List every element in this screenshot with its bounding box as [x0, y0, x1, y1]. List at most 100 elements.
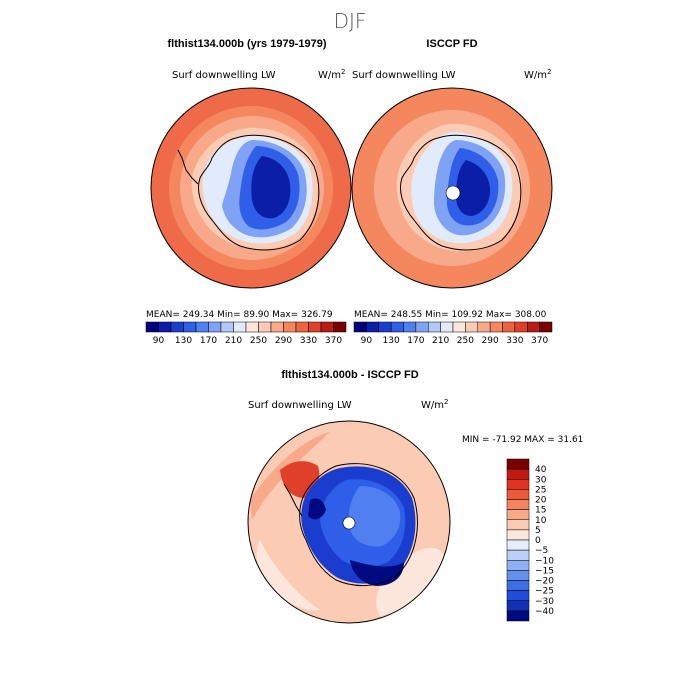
panel-2-map-border: [351, 87, 553, 289]
panel-3-colorbar-tick-label: −30: [535, 597, 554, 607]
panel-1-colorbar-swatch: [245, 321, 259, 333]
panel-2-colorbar-tick-label: 90: [361, 336, 373, 346]
panel-1-colorbar-swatch: [195, 321, 209, 333]
panel-2-colorbar-tick-label: 170: [407, 336, 424, 346]
panel-1-colorbar-tick-label: 130: [175, 336, 192, 346]
panel-3-colorbar-swatch: [506, 590, 530, 601]
panel-1-colorbar-swatch: [170, 321, 184, 333]
panel-1-colorbar-swatch: [320, 321, 334, 333]
panel-1-units: W/m2: [318, 68, 345, 81]
panel-3-colorbar-tick-label: 15: [535, 506, 546, 516]
panel-3-colorbar-swatch: [506, 489, 530, 500]
panel-1-map: [151, 88, 351, 288]
panel-1-colorbar-swatch: [270, 321, 284, 333]
panel-3-colorbar-swatch: [506, 468, 530, 480]
panel-2-colorbar-tick-label: 130: [383, 336, 400, 346]
panel-3-colorbar-tick-label: −15: [535, 566, 554, 576]
panel-1-colorbar: 90 130 170 210 250 290 330 370: [145, 321, 347, 346]
panel-1-stats: MEAN= 249.34 Min= 89.90 Max= 326.79: [146, 310, 333, 320]
panel-1-colorbar-swatch: [295, 321, 309, 333]
panel-3-colorbar-swatch: [506, 600, 530, 612]
panel-3-colorbar-tick-label: 20: [535, 496, 547, 506]
panel-2-colorbar: 90 130 170 210 250 290 330 370: [353, 321, 553, 346]
panel-2-colorbar-swatch: [403, 321, 417, 333]
panel-3-map: [248, 421, 450, 623]
panel-2-colorbar-swatch: [489, 321, 503, 333]
panel-3-colorbar-tick-label: −25: [535, 587, 554, 597]
panel-1-colorbar-tick-label: 170: [200, 336, 217, 346]
panel-2-colorbar-tick-label: 250: [457, 336, 474, 346]
panel-3-colorbar-tick-label: −20: [535, 577, 554, 587]
panel-1-colorbar-tick-label: 210: [225, 336, 242, 346]
panel-2-colorbar-swatch: [428, 321, 441, 333]
panel-2-stats: MEAN= 248.55 Min= 109.92 Max= 308.00: [354, 310, 547, 320]
panel-3-colorbar-swatch: [506, 458, 530, 470]
panel-2-variable: Surf downwelling LW: [352, 70, 456, 81]
panel-3-colorbar-tick-label: 40: [535, 465, 547, 475]
panel-1-colorbar-tick-label: 90: [153, 336, 165, 346]
panel-2-colorbar-tick-label: 290: [482, 336, 499, 346]
panel-1-colorbar-tick-label: 370: [325, 336, 342, 346]
panel-1-colorbar-tick-label: 330: [300, 336, 317, 346]
panel-1-heading: flthist134.000b (yrs 1979-1979): [168, 38, 327, 50]
panel-3-colorbar-tick-label: 30: [535, 475, 547, 485]
panel-3-stats: MIN = -71.92 MAX = 31.61: [462, 435, 583, 445]
panel-3-colorbar-swatch: [506, 529, 530, 541]
panel-1-colorbar-tick-label: 290: [275, 336, 292, 346]
panel-2-colorbar-swatch: [390, 321, 404, 333]
panel-1-colorbar-swatch: [333, 321, 347, 333]
panel-1-variable: Surf downwelling LW: [172, 70, 276, 81]
panel-2-colorbar-swatch: [378, 321, 392, 333]
panel-1-map-border: [150, 87, 352, 289]
panel-2-colorbar-tick-label: 330: [506, 336, 523, 346]
panel-1-colorbar-swatch: [145, 321, 159, 333]
panel-3-colorbar-swatch: [506, 499, 530, 510]
panel-2-colorbar-swatch: [415, 321, 429, 333]
panel-3-colorbar-tick-label: 5: [535, 526, 541, 536]
panel-2-colorbar-swatch: [452, 321, 466, 333]
panel-2-colorbar-swatch: [366, 321, 379, 333]
panel-2-units: W/m2: [524, 68, 551, 81]
panel-2-colorbar-swatch: [465, 321, 478, 333]
panel-2-colorbar-swatch: [514, 321, 528, 333]
panel-2-colorbar-swatch: [539, 321, 553, 333]
panel-3-colorbar-tick-label: 10: [535, 516, 547, 526]
panel-1-colorbar-swatch: [283, 321, 297, 333]
panel-2-colorbar-swatch: [353, 321, 367, 333]
figure-title: DJF: [334, 9, 367, 33]
panel-2-colorbar-tick-label: 210: [432, 336, 449, 346]
panel-3-colorbar-swatch: [506, 519, 530, 531]
panel-3-colorbar-tick-label: −10: [535, 556, 554, 566]
panel-3-colorbar-swatch: [506, 580, 530, 591]
panel-3-colorbar-tick-label: 0: [535, 536, 541, 546]
panel-2-colorbar-tick-label: 370: [531, 336, 548, 346]
panel-2-map: [352, 88, 552, 288]
panel-3-colorbar-swatch: [506, 570, 530, 581]
panel-3-colorbar-tick-label: 25: [535, 485, 546, 495]
panel-3-colorbar-swatch: [506, 610, 530, 622]
panel-2-colorbar-swatch: [440, 321, 454, 333]
panel-1-colorbar-tick-label: 250: [250, 336, 267, 346]
panel-3-colorbar-swatch: [506, 509, 530, 520]
panel-1-colorbar-swatch: [220, 321, 234, 333]
panel-3-units: W/m2: [421, 398, 448, 411]
panel-3-colorbar-tick-label: −5: [535, 546, 548, 556]
panel-1-colorbar-swatch: [308, 321, 322, 333]
panel-2-heading: ISCCP FD: [426, 38, 477, 50]
panel-3-map-border: [247, 420, 451, 624]
panel-1-colorbar-swatch: [183, 321, 197, 333]
panel-2-colorbar-swatch: [477, 321, 491, 333]
panel-3-heading: flthist134.000b - ISCCP FD: [281, 369, 418, 381]
panel-1-colorbar-swatch: [233, 321, 247, 333]
panel-1-colorbar-swatch: [258, 321, 272, 333]
panel-1-colorbar-swatch: [208, 321, 222, 333]
panel-3-colorbar-tick-label: −40: [535, 607, 554, 617]
panel-3-variable: Surf downwelling LW: [248, 400, 352, 411]
panel-3-colorbar-swatch: [506, 539, 530, 551]
panel-3-colorbar-swatch: [506, 560, 530, 571]
panel-2-colorbar-swatch: [527, 321, 540, 333]
panel-3-colorbar-swatch: [506, 549, 530, 561]
panel-3-colorbar-swatch: [506, 479, 530, 490]
